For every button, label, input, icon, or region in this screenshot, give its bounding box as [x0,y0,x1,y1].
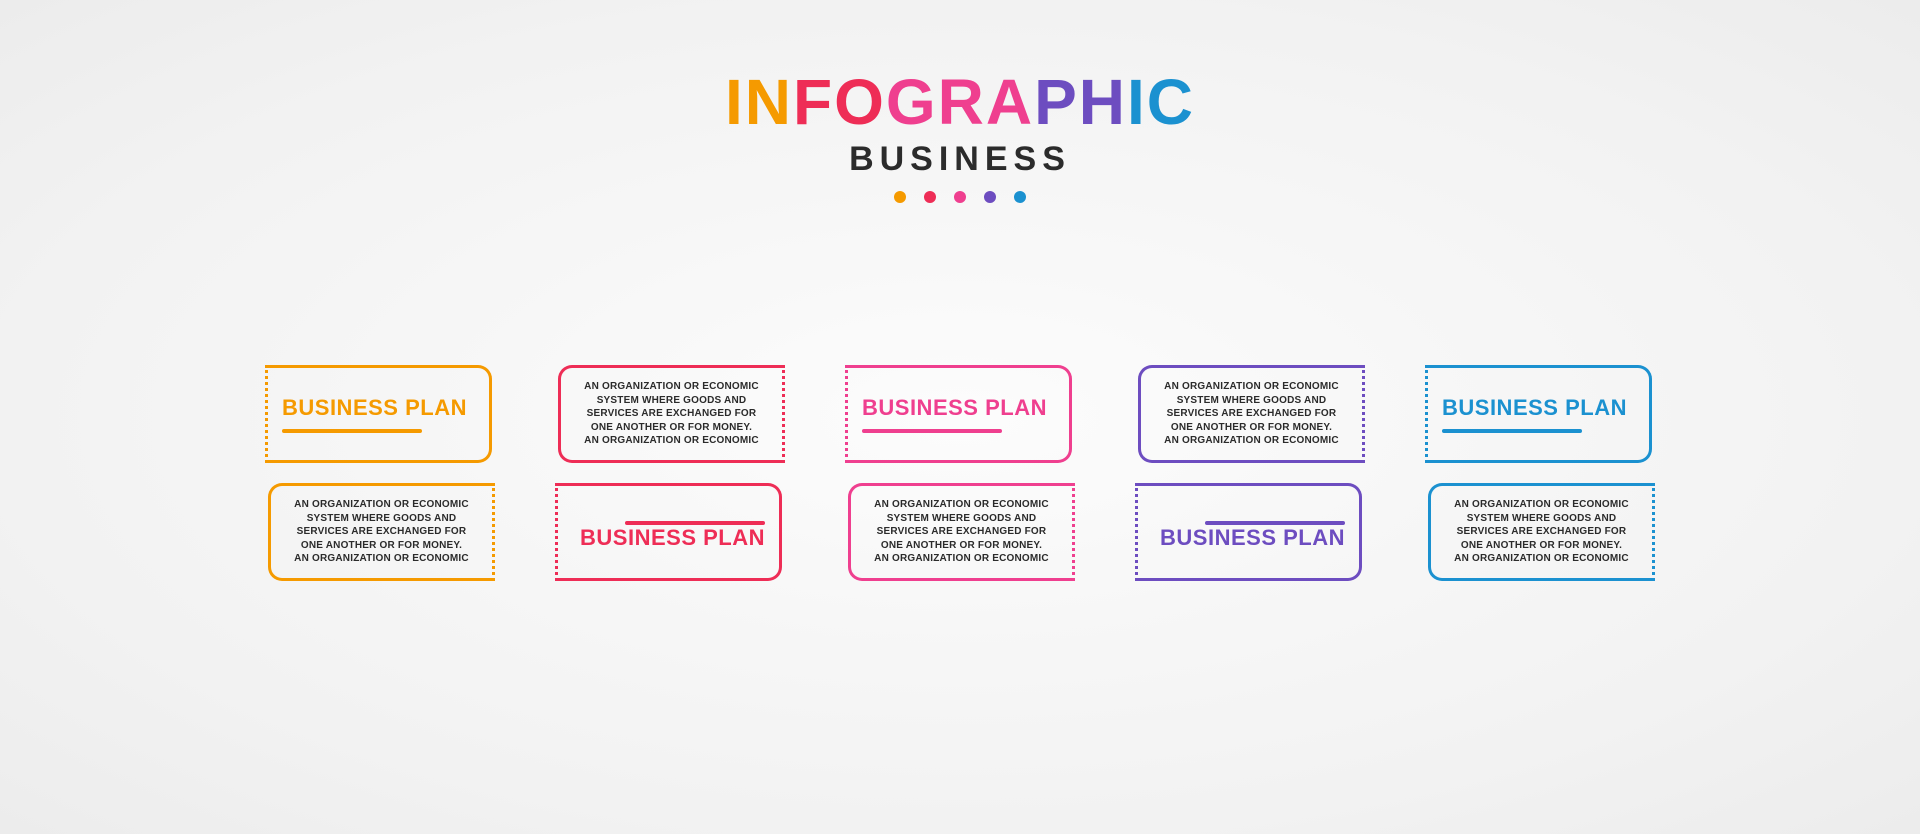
dot-icon [894,191,906,203]
page-title: INFOGRAPHIC [0,70,1920,134]
cards-row: BUSINESS PLAN AN ORGANIZATION OR ECONOMI… [0,365,1920,581]
card-body-box: AN ORGANIZATION OR ECONOMIC SYSTEM WHERE… [558,365,782,463]
title-seg-5: IC [1127,66,1195,138]
card-body: AN ORGANIZATION OR ECONOMIC SYSTEM WHERE… [1155,380,1348,448]
title-seg-4: PH [1034,66,1127,138]
card-1: BUSINESS PLAN AN ORGANIZATION OR ECONOMI… [268,365,492,581]
card-body: AN ORGANIZATION OR ECONOMIC SYSTEM WHERE… [575,380,768,448]
dot-icon [924,191,936,203]
card-title: BUSINESS PLAN [1160,525,1345,551]
dot-icon [1014,191,1026,203]
card-title: BUSINESS PLAN [580,525,765,551]
header-dots [0,191,1920,203]
underline-icon [862,429,1002,433]
page-subtitle: BUSINESS [0,140,1920,179]
card-title-box: BUSINESS PLAN [558,483,782,581]
card-title-box: BUSINESS PLAN [1138,483,1362,581]
card-2: AN ORGANIZATION OR ECONOMIC SYSTEM WHERE… [558,365,782,581]
card-body-box: AN ORGANIZATION OR ECONOMIC SYSTEM WHERE… [1138,365,1362,463]
card-title: BUSINESS PLAN [1442,395,1627,421]
card-title: BUSINESS PLAN [862,395,1047,421]
title-seg-1: IN [725,66,793,138]
dot-icon [954,191,966,203]
card-body-box: AN ORGANIZATION OR ECONOMIC SYSTEM WHERE… [1428,483,1652,581]
card-title-box: BUSINESS PLAN [268,365,492,463]
dot-icon [984,191,996,203]
card-4: AN ORGANIZATION OR ECONOMIC SYSTEM WHERE… [1138,365,1362,581]
title-seg-3: GRA [886,66,1034,138]
underline-icon [282,429,422,433]
card-5: BUSINESS PLAN AN ORGANIZATION OR ECONOMI… [1428,365,1652,581]
header: INFOGRAPHIC BUSINESS [0,70,1920,203]
card-title-box: BUSINESS PLAN [1428,365,1652,463]
card-3: BUSINESS PLAN AN ORGANIZATION OR ECONOMI… [848,365,1072,581]
title-seg-2: FO [793,66,886,138]
card-body: AN ORGANIZATION OR ECONOMIC SYSTEM WHERE… [1445,498,1638,566]
card-body: AN ORGANIZATION OR ECONOMIC SYSTEM WHERE… [865,498,1058,566]
underline-icon [1442,429,1582,433]
card-body-box: AN ORGANIZATION OR ECONOMIC SYSTEM WHERE… [268,483,492,581]
card-body: AN ORGANIZATION OR ECONOMIC SYSTEM WHERE… [285,498,478,566]
card-title: BUSINESS PLAN [282,395,467,421]
card-title-box: BUSINESS PLAN [848,365,1072,463]
card-body-box: AN ORGANIZATION OR ECONOMIC SYSTEM WHERE… [848,483,1072,581]
